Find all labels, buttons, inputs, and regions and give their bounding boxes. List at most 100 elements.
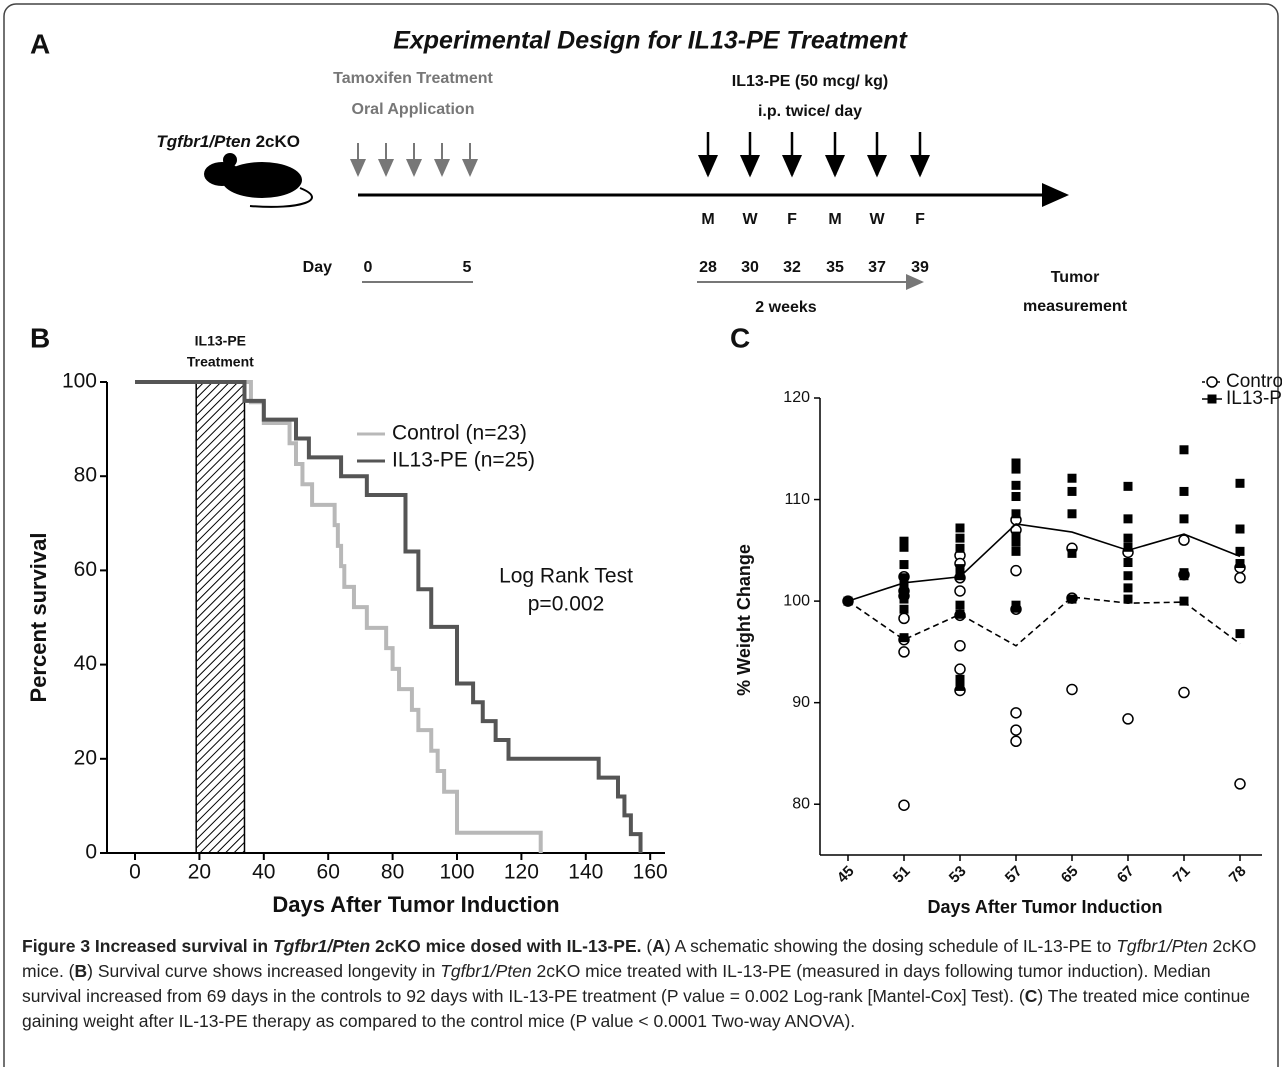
mean-line [847,596,1241,647]
data-point [1067,509,1077,519]
y-tick-label: 60 [74,558,97,581]
treatment-label: IL13-PE (50 mcg/ kg) [732,73,889,90]
data-point [955,609,965,619]
data-point [1123,533,1133,543]
data-point [1179,445,1189,455]
data-point [954,640,966,652]
x-axis-label: Days After Tumor Induction [272,892,559,917]
data-point [1123,558,1133,568]
data-point [1066,683,1078,696]
y-tick-label: 80 [74,464,97,487]
data-point [955,564,965,574]
caption-text: 2cKO mice treated with IL-13-PE (measure… [22,961,1211,1006]
caption-text: 2cKO mice dosed with IL-13-PE. [370,936,642,956]
data-point [1179,596,1189,606]
data-point [899,594,909,604]
x-tick-label: 120 [504,861,539,884]
mouse-genotype: Tgfbr1/Pten [156,132,250,151]
data-point [1235,524,1245,534]
data-point [955,600,965,610]
data-point [1067,473,1077,483]
y-tick-label: 40 [74,652,97,675]
y-tick-label: 120 [783,389,810,406]
endpoint-label: measurement [1023,298,1128,315]
day-number: 5 [463,259,472,276]
y-tick-label: 100 [62,370,97,393]
dose-day: 32 [783,259,801,276]
data-point [1010,707,1022,719]
data-point [1011,509,1021,519]
mean-line [847,523,1241,602]
data-point [1179,486,1189,496]
data-point [954,585,966,597]
caption-text: 2cKO mice. ( [22,936,1257,981]
data-point [898,799,910,811]
weekday: M [701,211,714,228]
y-tick-label: 20 [74,746,97,769]
data-point [1011,492,1021,502]
x-tick-label: 100 [439,861,474,884]
treatment-region [195,381,246,854]
legend-label: Control (n=23) [392,422,527,445]
x-tick-label: 65 [1058,863,1082,887]
caption-text: ) Survival curve shows increased longevi… [87,961,441,981]
data-point [1178,686,1190,699]
x-tick-label: 20 [188,861,211,884]
panel-label: A [30,28,50,59]
x-tick-label: 71 [1170,863,1194,887]
data-point [1123,594,1133,604]
data-point [955,681,965,691]
caption-text: Figure 3 Increased survival in [22,936,273,956]
data-point [899,536,909,546]
data-point [898,612,910,625]
survival-curve [135,380,643,853]
x-tick-label: 40 [252,861,275,884]
data-point [955,543,965,553]
caption-text: Tgfbr1/Pten [440,961,532,981]
data-point [1011,603,1021,613]
y-tick-label: 0 [85,841,97,864]
y-tick-label: 90 [792,694,810,711]
frame [3,3,1279,1067]
data-point [1235,559,1245,569]
y-axis-label: % Weight Change [734,544,754,696]
data-point [1179,514,1189,524]
data-point [1067,594,1077,604]
x-tick-label: 78 [1226,863,1250,887]
data-point [899,633,909,643]
weekday: F [915,211,925,228]
data-point [1123,514,1133,524]
mouse-icon [204,153,313,208]
panel-label: C [730,322,750,353]
legend-marker [1207,394,1217,404]
data-point [955,674,965,684]
data-point [955,533,965,543]
data-point [1123,481,1133,491]
dose-day: 35 [826,259,844,276]
x-tick-label: 140 [568,861,603,884]
weight-chart: 80 90 100 110 120 45 51 53 57 65 67 71 78 Days After … [734,371,1282,917]
caption-text: ) The treated mice continue gaining weig… [22,986,1251,1031]
data-point [1235,478,1245,488]
caption-text: A [652,936,665,956]
data-point [954,663,966,675]
data-point [899,542,909,552]
caption-text: ) A schematic showing the dosing schedul… [664,936,1117,956]
x-axis-label: Days After Tumor Induction [927,897,1162,917]
data-point [1235,629,1245,639]
data-point [1067,548,1077,558]
dose-day: 39 [911,259,929,276]
caption-text: C [1024,986,1038,1006]
x-tick-label: 80 [381,861,404,884]
caption-text: Tgfbr1/Pten [1116,936,1208,956]
data-point [899,604,909,614]
panel-label: B [30,322,50,353]
dose-schedule: M W F M W F 28 30 32 35 37 39 [698,132,930,276]
data-point [1011,546,1021,556]
mouse-label: Tgfbr1/Pten 2cKO [156,132,300,151]
data-point [1178,534,1190,546]
mouse-model: 2cKO [256,132,300,151]
y-tick-label: 80 [792,795,810,812]
